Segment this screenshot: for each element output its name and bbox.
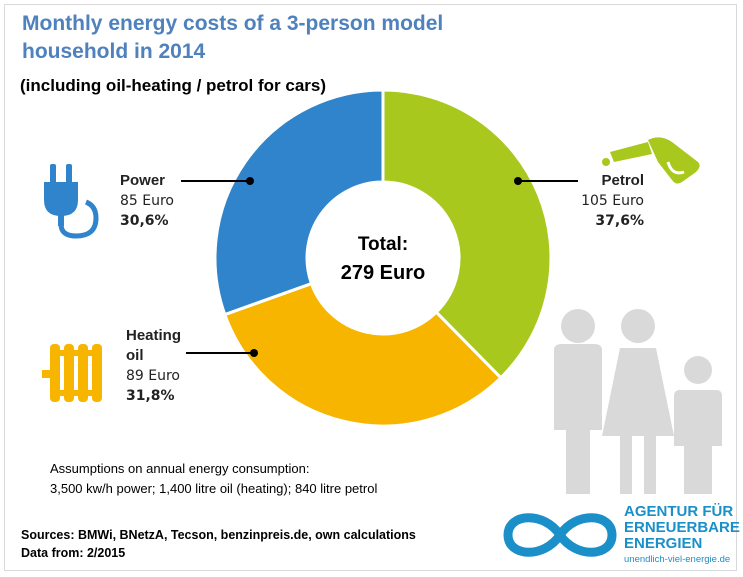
data-date-line: Data from: 2/2015 <box>21 546 126 560</box>
power-label: Power 85 Euro 30,6% <box>120 171 174 231</box>
petrol-amount: 105 Euro <box>581 193 644 209</box>
plug-icon <box>44 164 99 239</box>
fuel-nozzle-icon <box>602 137 700 184</box>
sources-note: Sources: BMWi, BNetzA, Tecson, benzinpre… <box>21 526 416 562</box>
infinity-logo-icon <box>503 513 617 557</box>
heating-percent: 31,8% <box>126 388 175 404</box>
logo-line-1: AGENTUR FÜR <box>624 503 734 520</box>
logo-text: AGENTUR FÜR ERNEUERBARE ENERGIEN unendli… <box>624 504 740 568</box>
sources-line: Sources: BMWi, BNetzA, Tecson, benzinpre… <box>21 528 416 542</box>
chart-title: Monthly energy costs of a 3-person model… <box>22 12 444 63</box>
donut-slice-heating-oil <box>222 281 503 428</box>
chart-frame <box>4 4 737 571</box>
heating-amount: 89 Euro <box>126 368 180 384</box>
heating-name-1: Heating <box>126 327 182 344</box>
leader-dot-power <box>246 177 254 185</box>
assumptions-note: Assumptions on annual energy consumption… <box>50 459 377 499</box>
leader-dot-heating <box>250 349 258 357</box>
family-icon <box>554 309 722 494</box>
assumptions-line-1: Assumptions on annual energy consumption… <box>50 461 310 476</box>
logo-url[interactable]: unendlich-viel-energie.de <box>624 554 731 565</box>
logo-line-3: ENERGIEN <box>624 535 703 552</box>
petrol-percent: 37,6% <box>595 213 644 229</box>
donut-slice-power <box>213 88 385 317</box>
center-total-label: Total: <box>357 234 409 255</box>
petrol-label: Petrol 105 Euro 37,6% <box>576 171 644 231</box>
heating-name-2: oil <box>126 347 144 364</box>
heating-label: Heating oil 89 Euro 31,8% <box>126 326 181 406</box>
chart-subtitle: (including oil-heating / petrol for cars… <box>20 76 327 95</box>
donut-slice-petrol <box>381 88 553 380</box>
petrol-name: Petrol <box>601 172 644 189</box>
center-total-value: 279 Euro <box>340 262 426 284</box>
power-name: Power <box>120 172 166 189</box>
logo-line-2: ERNEUERBARE <box>624 519 740 536</box>
assumptions-line-2: 3,500 kw/h power; 1,400 litre oil (heati… <box>50 481 378 496</box>
power-amount: 85 Euro <box>120 193 174 209</box>
leader-dot-petrol <box>514 177 522 185</box>
radiator-icon <box>42 344 102 402</box>
power-percent: 30,6% <box>120 213 169 229</box>
